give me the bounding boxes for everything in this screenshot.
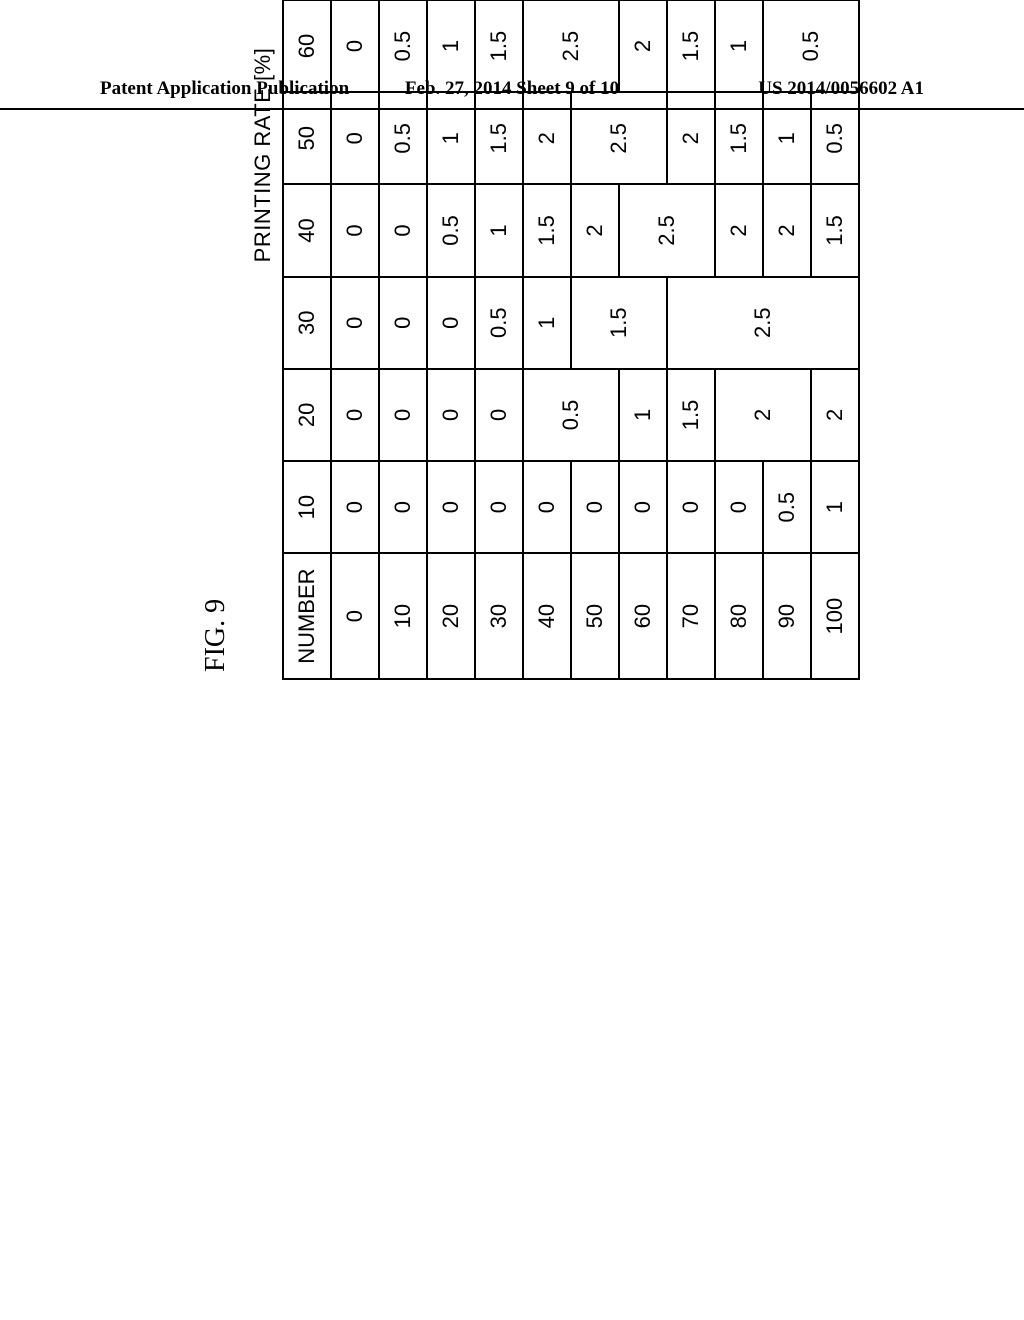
row-header: 50 xyxy=(571,553,619,679)
table-cell: 1.5 xyxy=(811,184,859,276)
table-cell: 2 xyxy=(763,184,811,276)
table-axis-title: PRINTING RATE [%] xyxy=(250,0,276,680)
row-header: 100 xyxy=(811,553,859,679)
col-header: 40 xyxy=(283,184,331,276)
row-header-label: NUMBER xyxy=(283,553,331,679)
col-header: 60 xyxy=(283,0,331,92)
row-header: 70 xyxy=(667,553,715,679)
table-cell: 0.5 xyxy=(811,92,859,184)
figure-block: FIG. 9 PRINTING RATE [%] NUMBER 10 20 30… xyxy=(200,0,860,680)
table-row: 4000.511.522.521.5 xyxy=(523,0,571,679)
row-header: 10 xyxy=(379,553,427,679)
table-cell: 1 xyxy=(475,184,523,276)
table-cell: 0.5 xyxy=(763,461,811,553)
table-cell: 0 xyxy=(523,461,571,553)
table-cell: 0.5 xyxy=(427,184,475,276)
table-cell: 2.5 xyxy=(619,184,715,276)
table-cell: 0 xyxy=(331,92,379,184)
table-cell: 0 xyxy=(427,277,475,369)
table-row: 7001.52.521.510.5 xyxy=(667,0,715,679)
table-cell: 2.5 xyxy=(523,0,619,92)
table-row: 1000000.50.50.50.50.51 xyxy=(379,0,427,679)
table-cell: 1 xyxy=(523,277,571,369)
table-cell: 0 xyxy=(619,461,667,553)
table-cell: 0 xyxy=(379,184,427,276)
figure-label: FIG. 9 xyxy=(200,0,232,672)
col-header: 20 xyxy=(283,369,331,461)
row-header: 80 xyxy=(715,553,763,679)
table-cell: 0 xyxy=(331,0,379,92)
page: Patent Application Publication Feb. 27, … xyxy=(0,0,1024,1320)
col-header: 50 xyxy=(283,92,331,184)
table-cell: 0 xyxy=(331,369,379,461)
table-cell: 2.5 xyxy=(571,92,667,184)
table-cell: 0.5 xyxy=(379,92,427,184)
col-header: 10 xyxy=(283,461,331,553)
row-header: 90 xyxy=(763,553,811,679)
table-cell: 0 xyxy=(379,277,427,369)
table-cell: 2 xyxy=(715,369,811,461)
table-cell: 0 xyxy=(331,461,379,553)
col-header: 30 xyxy=(283,277,331,369)
table-cell: 2 xyxy=(667,92,715,184)
table-cell: 0.5 xyxy=(475,277,523,369)
table-cell: 2 xyxy=(811,369,859,461)
table-body: 000000000001000000.50.50.50.50.51200000.… xyxy=(331,0,859,679)
table-cell: 0 xyxy=(715,461,763,553)
table-cell: 1.5 xyxy=(715,92,763,184)
table-cell: 0 xyxy=(667,461,715,553)
row-header: 0 xyxy=(331,553,379,679)
table-cell: 1.5 xyxy=(475,92,523,184)
table-cell: 1 xyxy=(763,92,811,184)
table-cell: 1 xyxy=(427,92,475,184)
table-cell: 0 xyxy=(331,277,379,369)
table-cell: 2 xyxy=(523,92,571,184)
table-cell: 1 xyxy=(427,0,475,92)
table-cell: 1.5 xyxy=(667,0,715,92)
table-cell: 1 xyxy=(811,461,859,553)
table-cell: 1.5 xyxy=(475,0,523,92)
table-cell: 2 xyxy=(571,184,619,276)
table-row: 5001.522.521.510.5 xyxy=(571,0,619,679)
table-cell: 0 xyxy=(571,461,619,553)
row-header: 30 xyxy=(475,553,523,679)
table-cell: 1 xyxy=(715,0,763,92)
table-head: NUMBER 10 20 30 40 50 60 70 80 90 100 xyxy=(283,0,331,679)
table-cell: 2 xyxy=(619,0,667,92)
table-cell: 1.5 xyxy=(523,184,571,276)
table-cell: 2 xyxy=(715,184,763,276)
row-header: 60 xyxy=(619,553,667,679)
table-cell: 0.5 xyxy=(763,0,859,92)
table-cell: 0 xyxy=(427,461,475,553)
table-cell: 2.5 xyxy=(667,277,859,369)
table-row: 00000000000 xyxy=(331,0,379,679)
table-cell: 0.5 xyxy=(523,369,619,461)
table-cell: 0 xyxy=(427,369,475,461)
table-cell: 0.5 xyxy=(379,0,427,92)
table-cell: 0 xyxy=(379,369,427,461)
row-header: 20 xyxy=(427,553,475,679)
table-row: 200000.5111112 xyxy=(427,0,475,679)
data-table: NUMBER 10 20 30 40 50 60 70 80 90 100 00… xyxy=(282,0,860,680)
row-header: 40 xyxy=(523,553,571,679)
table-cell: 1 xyxy=(619,369,667,461)
table-cell: 0 xyxy=(475,369,523,461)
table-cell: 1.5 xyxy=(667,369,715,461)
table-header-row: NUMBER 10 20 30 40 50 60 70 80 90 100 xyxy=(283,0,331,679)
table-cell: 0 xyxy=(379,461,427,553)
table-cell: 0 xyxy=(331,184,379,276)
table-cell: 0 xyxy=(475,461,523,553)
table-row: 30000.511.51.52.52.52.52.5 xyxy=(475,0,523,679)
table-cell: 1.5 xyxy=(571,277,667,369)
